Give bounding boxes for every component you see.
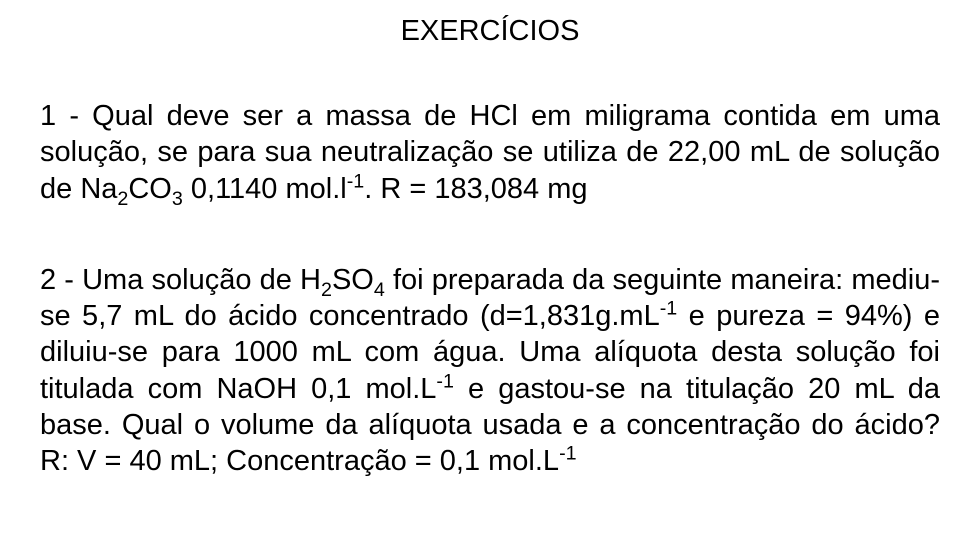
ex2-text-prefix: 2 - Uma solução de H bbox=[40, 264, 321, 296]
ex2-sub-so4: 4 bbox=[374, 279, 385, 301]
exercise-1: 1 - Qual deve ser a massa de HCl em mili… bbox=[40, 98, 940, 207]
exercise-2: 2 - Uma solução de H2SO4 foi preparada d… bbox=[40, 262, 940, 480]
ex2-sup-end: -1 bbox=[559, 442, 577, 464]
ex1-text-co: CO bbox=[128, 173, 172, 205]
ex2-text-so: SO bbox=[332, 264, 374, 296]
page-title: EXERCÍCIOS bbox=[40, 15, 940, 48]
ex1-answer: . R = 183,084 mg bbox=[364, 173, 587, 205]
ex1-sup-neg1: -1 bbox=[347, 170, 365, 192]
ex2-sup-ml: -1 bbox=[660, 297, 678, 319]
ex2-sup-mol: -1 bbox=[436, 370, 454, 392]
ex1-text-mol: 0,1140 mol.l bbox=[183, 173, 347, 205]
ex1-sub-co3: 3 bbox=[172, 187, 183, 209]
ex1-sub-na2: 2 bbox=[117, 187, 128, 209]
ex2-sub-h2: 2 bbox=[321, 279, 332, 301]
